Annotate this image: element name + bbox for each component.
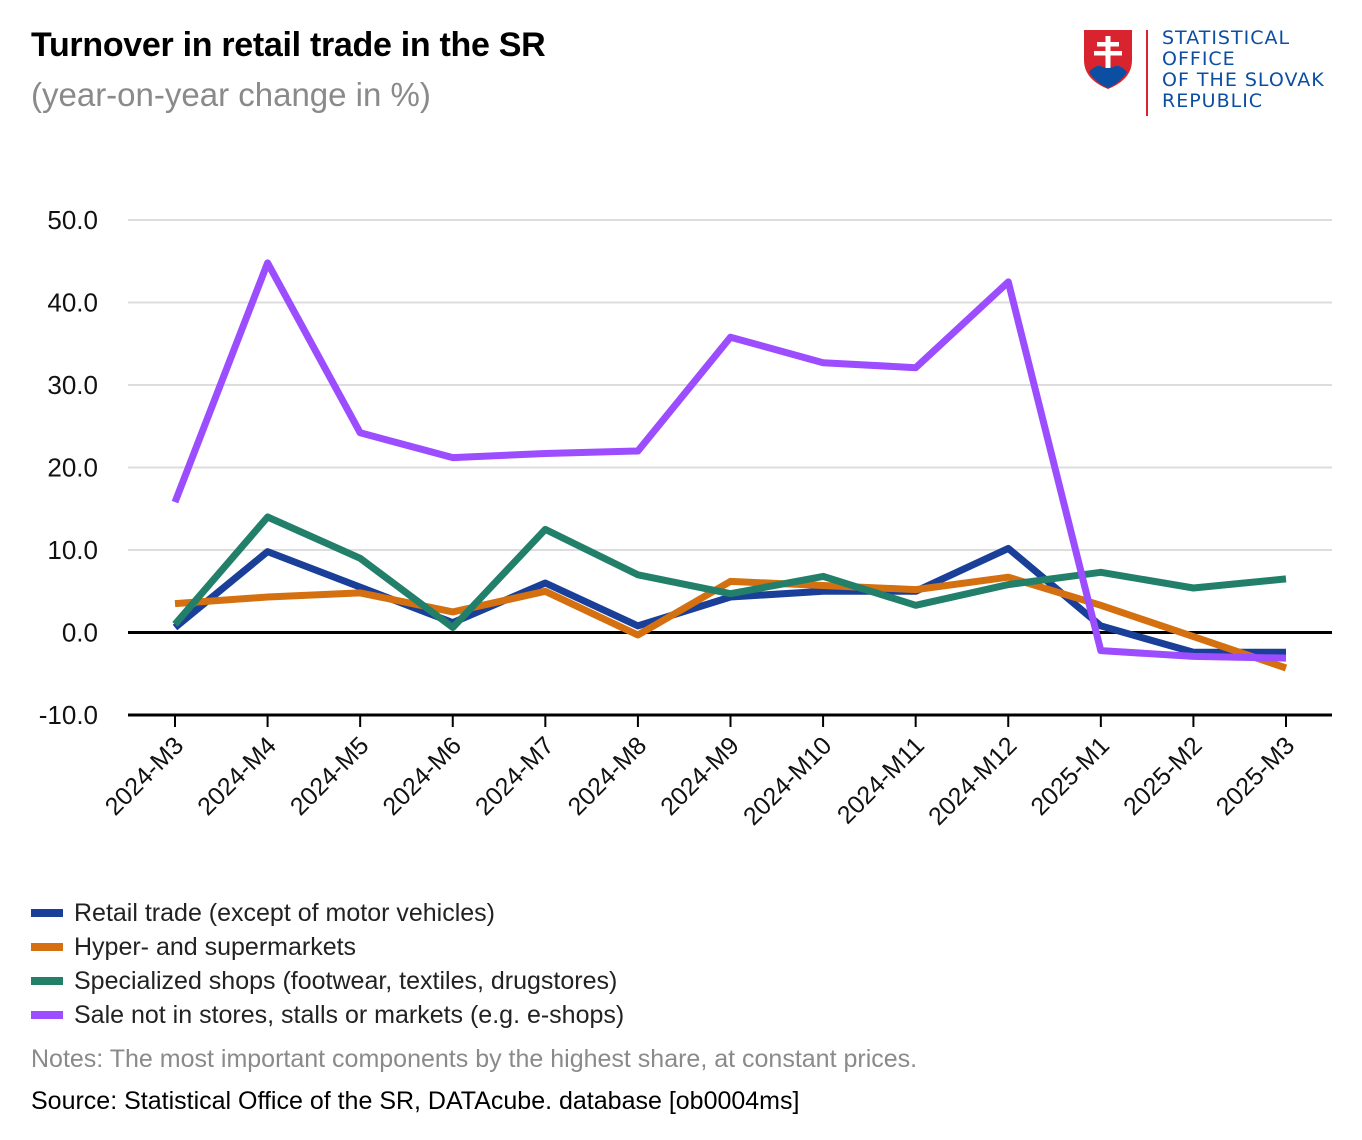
series-line-4 (171, 259, 1287, 662)
x-tick-label: 2024-M6 (377, 731, 467, 821)
logo-divider (1146, 30, 1148, 116)
y-axis-ticks: 50.0 40.0 30.0 20.0 10.0 0.0 -10.0 (39, 205, 98, 730)
legend-swatch (31, 977, 63, 985)
x-tick-label: 2024-M11 (832, 731, 930, 829)
y-tick-label: 50.0 (47, 205, 98, 235)
slovak-coat-of-arms-icon (1084, 30, 1132, 89)
x-tick-label: 2024-M3 (100, 731, 190, 821)
legend-item: Specialized shops (footwear, textiles, d… (31, 964, 624, 998)
x-tick-label: 2024-M10 (738, 731, 837, 830)
chart-notes: Notes: The most important components by … (31, 1045, 918, 1073)
office-logo: STATISTICAL OFFICE OF THE SLOVAK REPUBLI… (1082, 28, 1342, 118)
legend-label: Specialized shops (footwear, textiles, d… (74, 966, 618, 995)
logo-line: OFFICE (1162, 48, 1236, 70)
series-line-1 (172, 544, 1286, 656)
series-line-3 (172, 513, 1287, 631)
y-tick-label: 10.0 (47, 535, 98, 565)
legend-label: Retail trade (except of motor vehicles) (74, 898, 496, 927)
y-tick-label: 20.0 (47, 453, 98, 483)
legend-item: Hyper- and supermarkets (31, 930, 624, 964)
x-axis-ticks: 2024-M3 2024-M4 2024-M5 2024-M6 2024-M7 2024-… (100, 715, 1301, 831)
series-layer (171, 259, 1288, 672)
x-tick-label: 2024-M8 (563, 731, 653, 821)
legend-item: Sale not in stores, stalls or markets (e… (31, 998, 624, 1032)
x-tick-label: 2024-M4 (192, 731, 282, 821)
chart-title: Turnover in retail trade in the SR (31, 26, 546, 64)
line-chart: 50.040.030.020.010.00.0-10.0 2024-M3 2024… (39, 205, 1332, 831)
legend-swatch (31, 909, 63, 917)
legend-label: Sale not in stores, stalls or markets (e… (74, 1000, 625, 1029)
x-tick-label: 2025-M2 (1118, 731, 1208, 821)
x-tick-label: 2024-M5 (285, 731, 375, 821)
legend-item: Retail trade (except of motor vehicles) (31, 896, 624, 930)
x-tick-label: 2024-M12 (923, 731, 1022, 830)
y-tick-label: -10.0 (39, 700, 98, 730)
y-tick-label: 0.0 (62, 618, 98, 648)
x-tick-label: 2025-M3 (1211, 731, 1301, 821)
legend-swatch (31, 1011, 63, 1019)
x-tick-label: 2025-M1 (1026, 731, 1116, 821)
legend: Retail trade (except of motor vehicles) … (31, 896, 624, 1032)
y-tick-label: 40.0 (47, 288, 98, 318)
logo-line: OF THE SLOVAK (1162, 69, 1325, 91)
chart-source: Source: Statistical Office of the SR, DA… (31, 1087, 800, 1115)
x-tick-label: 2024-M7 (470, 731, 560, 821)
series-line-2 (174, 573, 1288, 672)
legend-label: Hyper- and supermarkets (74, 932, 357, 961)
logo-line: REPUBLIC (1162, 90, 1264, 112)
logo-text: STATISTICAL OFFICE OF THE SLOVAK REPUBLI… (1162, 28, 1325, 112)
x-tick-label: 2024-M9 (655, 731, 745, 821)
logo-line: STATISTICAL (1162, 27, 1291, 49)
y-tick-label: 30.0 (47, 370, 98, 400)
chart-subtitle: (year-on-year change in %) (31, 76, 431, 113)
legend-swatch (31, 943, 63, 951)
